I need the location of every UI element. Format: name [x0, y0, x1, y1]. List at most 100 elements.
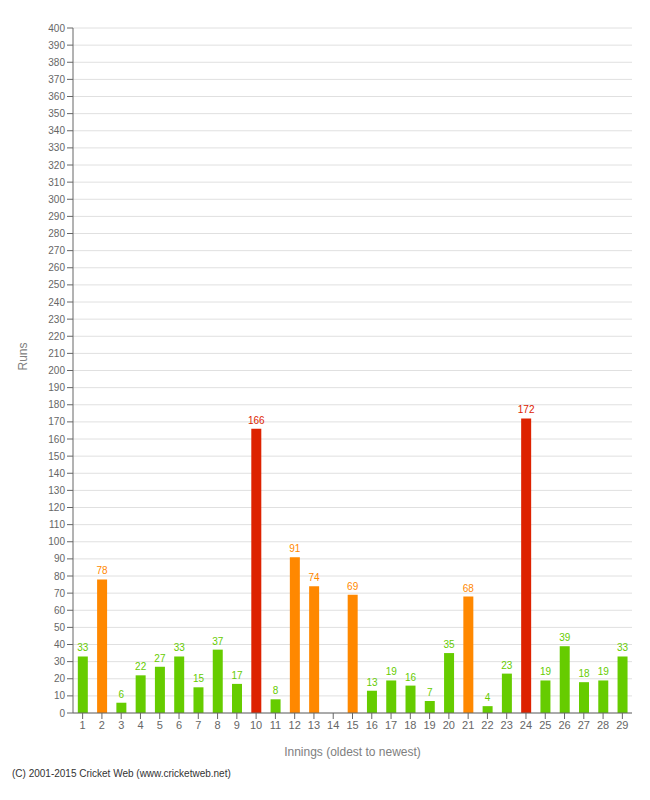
svg-text:320: 320: [48, 160, 65, 171]
svg-text:10: 10: [250, 719, 262, 731]
svg-text:1: 1: [80, 719, 86, 731]
svg-text:4: 4: [485, 692, 491, 703]
svg-text:16: 16: [366, 719, 378, 731]
svg-text:74: 74: [309, 572, 321, 583]
svg-text:26: 26: [558, 719, 570, 731]
svg-text:2: 2: [99, 719, 105, 731]
svg-text:35: 35: [443, 639, 455, 650]
svg-text:91: 91: [289, 543, 301, 554]
svg-text:340: 340: [48, 125, 65, 136]
svg-text:280: 280: [48, 228, 65, 239]
svg-text:6: 6: [119, 689, 125, 700]
svg-text:130: 130: [48, 485, 65, 496]
svg-text:350: 350: [48, 108, 65, 119]
svg-text:27: 27: [154, 653, 166, 664]
svg-text:50: 50: [54, 622, 66, 633]
svg-text:23: 23: [501, 660, 513, 671]
svg-text:29: 29: [616, 719, 628, 731]
svg-text:3: 3: [118, 719, 124, 731]
svg-text:24: 24: [520, 719, 532, 731]
svg-text:37: 37: [212, 636, 224, 647]
svg-text:28: 28: [597, 719, 609, 731]
svg-text:15: 15: [346, 719, 358, 731]
svg-text:230: 230: [48, 314, 65, 325]
svg-text:0: 0: [59, 708, 65, 719]
svg-text:23: 23: [501, 719, 513, 731]
svg-text:240: 240: [48, 297, 65, 308]
svg-text:5: 5: [157, 719, 163, 731]
svg-text:190: 190: [48, 382, 65, 393]
svg-text:166: 166: [248, 415, 265, 426]
svg-text:40: 40: [54, 639, 66, 650]
svg-text:270: 270: [48, 245, 65, 256]
svg-text:20: 20: [54, 673, 66, 684]
svg-text:78: 78: [97, 565, 109, 576]
svg-text:15: 15: [193, 673, 205, 684]
svg-text:110: 110: [49, 519, 65, 530]
svg-text:370: 370: [48, 74, 65, 85]
svg-text:250: 250: [48, 279, 65, 290]
svg-text:400: 400: [48, 23, 65, 34]
svg-text:33: 33: [617, 642, 629, 653]
svg-text:90: 90: [54, 553, 66, 564]
svg-text:22: 22: [135, 661, 147, 672]
svg-text:Runs: Runs: [16, 342, 30, 370]
svg-text:7: 7: [427, 687, 433, 698]
svg-text:69: 69: [347, 581, 359, 592]
svg-text:330: 330: [48, 142, 65, 153]
svg-text:150: 150: [48, 451, 65, 462]
svg-text:4: 4: [137, 719, 143, 731]
svg-text:19: 19: [540, 666, 552, 677]
svg-text:290: 290: [48, 211, 65, 222]
svg-text:19: 19: [598, 666, 610, 677]
svg-text:16: 16: [405, 672, 417, 683]
svg-text:380: 380: [48, 57, 65, 68]
svg-text:220: 220: [48, 331, 65, 342]
svg-text:22: 22: [481, 719, 493, 731]
svg-text:210: 210: [48, 348, 65, 359]
svg-text:33: 33: [77, 642, 89, 653]
svg-text:12: 12: [289, 719, 301, 731]
svg-text:160: 160: [48, 434, 65, 445]
svg-text:33: 33: [174, 642, 186, 653]
svg-text:60: 60: [54, 605, 66, 616]
svg-text:120: 120: [48, 502, 65, 513]
svg-text:19: 19: [386, 666, 398, 677]
svg-text:180: 180: [48, 399, 65, 410]
svg-text:21: 21: [462, 719, 474, 731]
svg-text:17: 17: [231, 670, 243, 681]
svg-text:30: 30: [54, 656, 66, 667]
svg-text:6: 6: [176, 719, 182, 731]
svg-text:13: 13: [366, 677, 378, 688]
svg-text:100: 100: [48, 536, 65, 547]
svg-text:8: 8: [215, 719, 221, 731]
svg-text:390: 390: [48, 40, 65, 51]
svg-text:14: 14: [327, 719, 339, 731]
svg-text:300: 300: [48, 194, 65, 205]
svg-text:7: 7: [195, 719, 201, 731]
svg-text:17: 17: [385, 719, 397, 731]
svg-text:20: 20: [443, 719, 455, 731]
svg-text:200: 200: [48, 365, 65, 376]
svg-text:27: 27: [578, 719, 590, 731]
svg-text:18: 18: [578, 668, 590, 679]
svg-text:310: 310: [48, 177, 65, 188]
svg-text:170: 170: [48, 416, 65, 427]
svg-text:11: 11: [270, 719, 281, 731]
svg-text:Innings (oldest to newest): Innings (oldest to newest): [284, 745, 421, 759]
svg-text:9: 9: [234, 719, 240, 731]
svg-text:13: 13: [308, 719, 320, 731]
svg-text:10: 10: [54, 690, 66, 701]
svg-text:80: 80: [54, 571, 66, 582]
svg-text:260: 260: [48, 262, 65, 273]
svg-text:70: 70: [54, 588, 66, 599]
svg-text:68: 68: [463, 583, 475, 594]
svg-text:18: 18: [404, 719, 416, 731]
svg-text:140: 140: [48, 468, 65, 479]
svg-text:19: 19: [423, 719, 435, 731]
svg-text:8: 8: [273, 685, 279, 696]
svg-text:25: 25: [539, 719, 551, 731]
svg-text:39: 39: [559, 632, 571, 643]
svg-text:172: 172: [518, 404, 535, 415]
svg-text:360: 360: [48, 91, 65, 102]
